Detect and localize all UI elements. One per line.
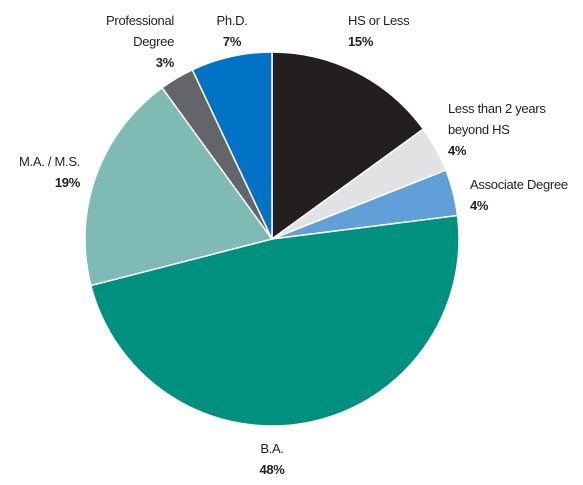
pie-slice xyxy=(89,214,460,427)
slice-label: Associate Degree 4% xyxy=(470,174,583,216)
category-name: B.A. xyxy=(260,441,284,456)
pie-slice xyxy=(271,51,425,241)
category-name: Associate Degree xyxy=(470,177,568,192)
value-label: 4% xyxy=(470,198,489,213)
category-name: Professional Degree xyxy=(106,13,174,49)
pie-slice xyxy=(191,51,273,240)
category-name: HS or Less xyxy=(348,13,410,28)
slice-label: M.A. / M.S. 19% xyxy=(0,151,80,193)
slice-label: HS or Less 15% xyxy=(348,10,468,52)
slice-label: B.A. 48% xyxy=(232,438,312,480)
slice-label: Less than 2 years beyond HS 4% xyxy=(448,98,568,161)
value-label: 19% xyxy=(54,175,80,190)
category-name: Ph.D. xyxy=(216,13,248,28)
category-name: Less than 2 years beyond HS xyxy=(448,101,546,137)
slice-label: Ph.D. 7% xyxy=(202,10,262,52)
slice-label: Professional Degree 3% xyxy=(84,10,174,73)
pie-slice xyxy=(84,86,274,287)
value-label: 48% xyxy=(259,462,285,477)
value-label: 3% xyxy=(155,55,175,70)
value-label: 15% xyxy=(348,34,374,49)
value-label: 4% xyxy=(448,143,467,158)
category-name: M.A. / M.S. xyxy=(19,154,80,169)
value-label: 7% xyxy=(222,34,242,49)
